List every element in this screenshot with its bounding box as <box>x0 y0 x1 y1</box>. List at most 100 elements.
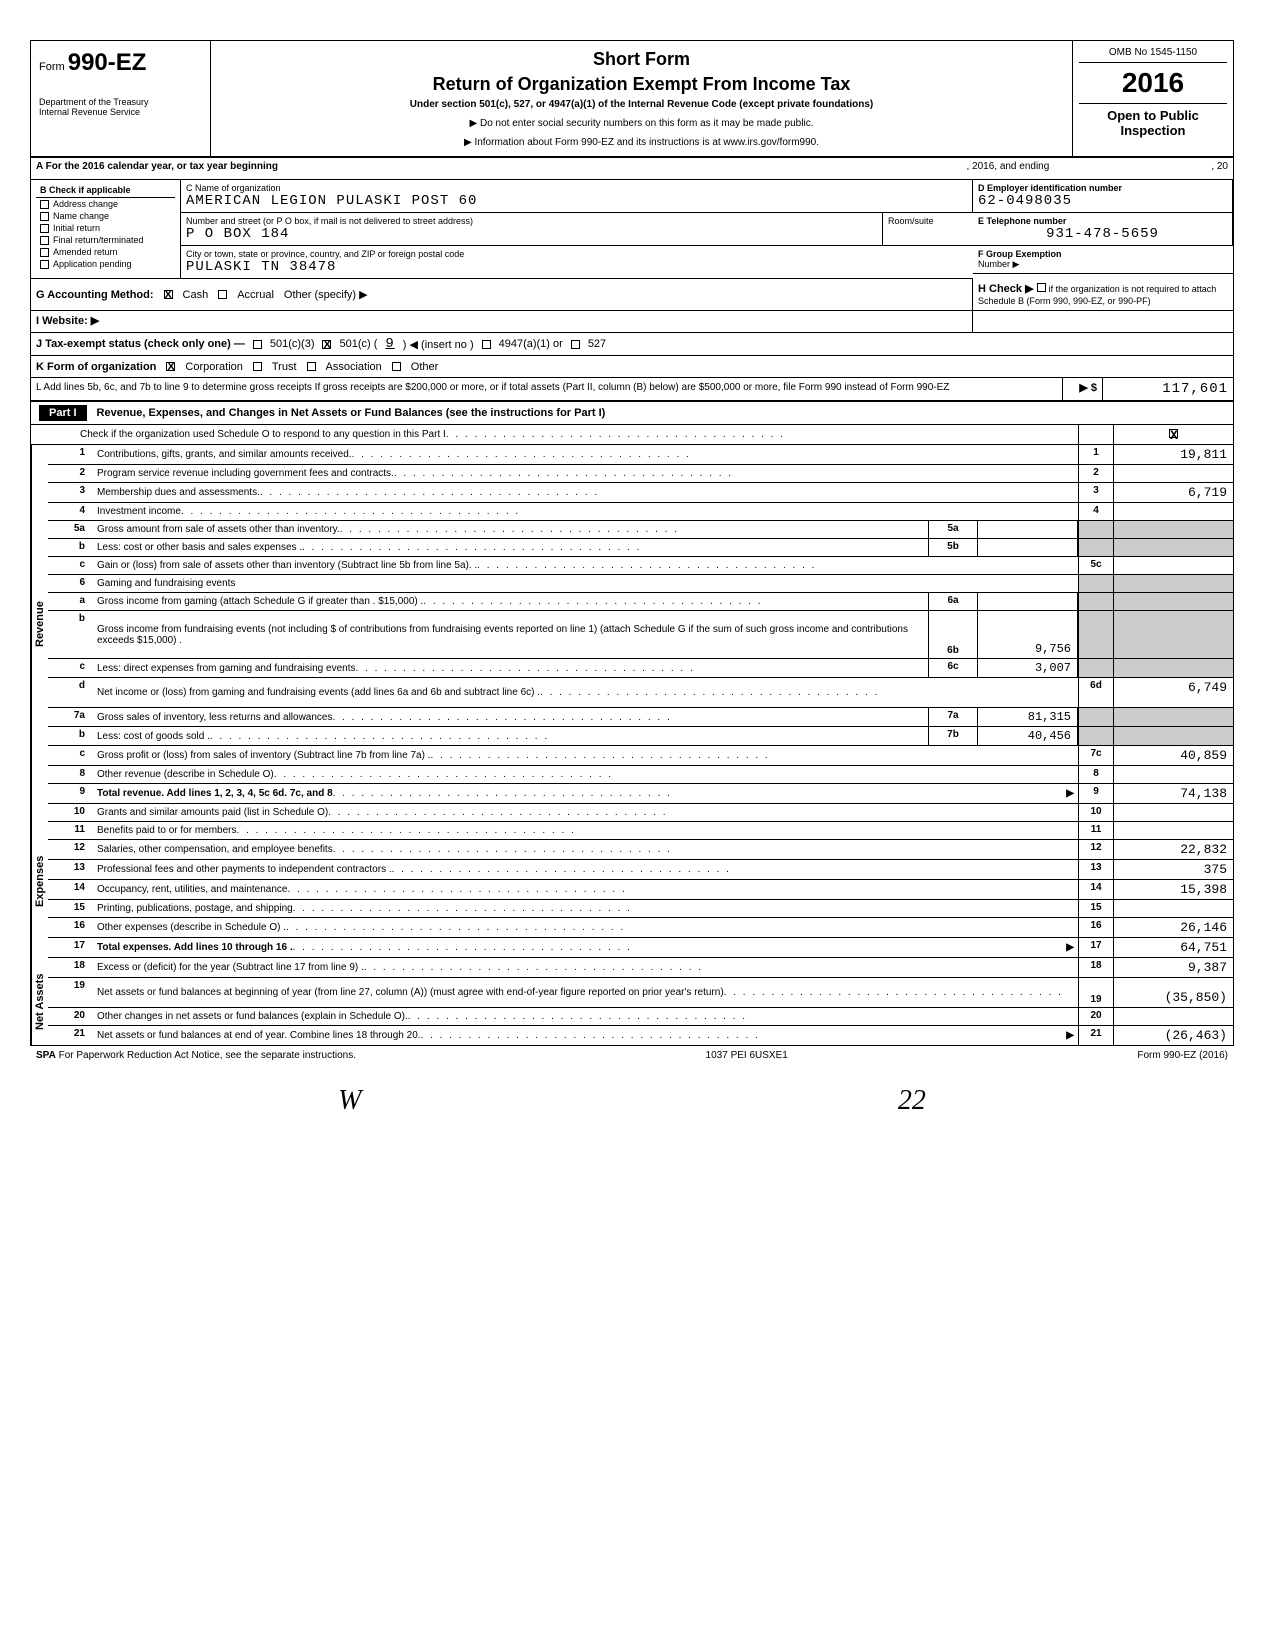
street-value: P O BOX 184 <box>186 226 877 242</box>
footer-row: SPA For Paperwork Reduction Act Notice, … <box>30 1046 1234 1065</box>
inspection: Inspection <box>1079 123 1227 138</box>
l-arrow: ▶ $ <box>1063 378 1103 400</box>
ival-5a <box>978 521 1078 538</box>
check-name[interactable] <box>40 212 49 221</box>
check-accrual[interactable] <box>218 290 227 299</box>
opt-501c: 501(c) ( <box>339 338 377 350</box>
line-12-desc: Salaries, other compensation, and employ… <box>97 844 333 855</box>
line-18-desc: Excess or (deficit) for the year (Subtra… <box>97 962 364 973</box>
check-4947[interactable] <box>482 340 491 349</box>
block-d-label: D Employer identification number <box>978 183 1227 193</box>
city-label: City or town, state or province, country… <box>186 249 968 259</box>
501c-num: 9 <box>385 336 394 352</box>
check-schedule-o[interactable] <box>1169 429 1178 438</box>
omb-number: OMB No 1545-1150 <box>1079 47 1227 63</box>
part1-label: Part I <box>39 405 87 421</box>
ival-6c: 3,007 <box>978 659 1078 677</box>
line-1-desc: Contributions, gifts, grants, and simila… <box>97 449 352 460</box>
form-prefix: Form <box>39 61 65 73</box>
side-revenue: Revenue <box>31 445 48 804</box>
part1-header: Part I Revenue, Expenses, and Changes in… <box>31 401 1233 425</box>
ival-6b: 9,756 <box>978 611 1078 658</box>
box-5b: 5b <box>928 539 978 556</box>
revenue-section: Revenue 1Contributions, gifts, grants, a… <box>31 445 1233 804</box>
check-527[interactable] <box>571 340 580 349</box>
line-10-desc: Grants and similar amounts paid (list in… <box>97 807 328 818</box>
line-5c-desc: Gain or (loss) from sale of assets other… <box>97 560 477 571</box>
line-7c-desc: Gross profit or (loss) from sales of inv… <box>97 750 430 761</box>
other-org-label: Other <box>411 361 439 373</box>
line-3-val: 6,719 <box>1113 483 1233 502</box>
footer-form-ref: Form 990-EZ (2016) <box>1137 1050 1228 1061</box>
ein-value: 62-0498035 <box>978 193 1227 209</box>
line-5a-desc: Gross amount from sale of assets other t… <box>97 524 340 535</box>
street-label: Number and street (or P O box, if mail i… <box>186 216 877 226</box>
g-label: G Accounting Method: <box>36 289 154 301</box>
check-schedule-b[interactable] <box>1037 283 1046 292</box>
check-final[interactable] <box>40 236 49 245</box>
line-7a-desc: Gross sales of inventory, less returns a… <box>97 712 332 723</box>
l-value: 117,601 <box>1103 378 1233 400</box>
check-pending[interactable] <box>40 260 49 269</box>
line-6a-desc: Gross income from gaming (attach Schedul… <box>97 596 423 607</box>
check-501c3[interactable] <box>253 340 262 349</box>
check-other-org[interactable] <box>392 362 401 371</box>
row-g: G Accounting Method: Cash Accrual Other … <box>31 279 1233 311</box>
dept: Department of the Treasury <box>39 97 202 107</box>
check-name-label: Name change <box>53 211 109 221</box>
block-c-label: C Name of organization <box>186 183 967 193</box>
line-16-val: 26,146 <box>1113 918 1233 937</box>
box-6c: 6c <box>928 659 978 677</box>
check-corp[interactable] <box>166 362 175 371</box>
check-501c[interactable] <box>322 340 331 349</box>
line-9-desc: Total revenue. Add lines 1, 2, 3, 4, 5c … <box>97 788 333 799</box>
corp-label: Corporation <box>185 361 242 373</box>
line-11-desc: Benefits paid to or for members <box>97 825 237 836</box>
opt-4947: 4947(a)(1) or <box>499 338 563 350</box>
line-14-desc: Occupancy, rent, utilities, and maintena… <box>97 884 287 895</box>
period-end: , 20 <box>1211 161 1228 176</box>
check-address[interactable] <box>40 200 49 209</box>
block-f-label: F Group Exemption <box>978 249 1228 259</box>
line-12-val: 22,832 <box>1113 840 1233 859</box>
tax-year: 2016 <box>1079 67 1227 99</box>
line-20-val <box>1113 1008 1233 1025</box>
line-6b-desc: Gross income from fundraising events (no… <box>97 624 924 646</box>
check-trust[interactable] <box>253 362 262 371</box>
row-i: I Website: ▶ <box>31 311 1233 333</box>
main-title: Return of Organization Exempt From Incom… <box>219 74 1064 95</box>
opt-527: 527 <box>588 338 606 350</box>
footer-paperwork: For Paperwork Reduction Act Notice, see … <box>59 1050 356 1061</box>
line-5b-desc: Less: cost or other basis and sales expe… <box>97 542 302 553</box>
org-name: AMERICAN LEGION PULASKI POST 60 <box>186 193 967 209</box>
period-a: A For the 2016 calendar year, or tax yea… <box>36 161 278 176</box>
line-6d-val: 6,749 <box>1113 678 1233 707</box>
net-assets-section: Net Assets 18Excess or (deficit) for the… <box>31 958 1233 1045</box>
line-2-val <box>1113 465 1233 482</box>
line-19-val: (35,850) <box>1113 978 1233 1007</box>
short-form: Short Form <box>219 49 1064 70</box>
line-20-desc: Other changes in net assets or fund bala… <box>97 1011 408 1022</box>
irs: Internal Revenue Service <box>39 107 202 117</box>
check-amended[interactable] <box>40 248 49 257</box>
line-6d-desc: Net income or (loss) from gaming and fun… <box>97 687 540 698</box>
h-label: H Check ▶ <box>978 283 1034 295</box>
form-number: 990-EZ <box>68 49 147 76</box>
line-6c-desc: Less: direct expenses from gaming and fu… <box>97 663 355 674</box>
open-public: Open to Public <box>1079 108 1227 123</box>
line-1-val: 19,811 <box>1113 445 1233 464</box>
line-8-val <box>1113 766 1233 783</box>
check-cash[interactable] <box>164 290 173 299</box>
check-pending-label: Application pending <box>53 259 132 269</box>
cash-label: Cash <box>183 289 209 301</box>
check-assoc[interactable] <box>307 362 316 371</box>
assoc-label: Association <box>326 361 382 373</box>
check-o-text: Check if the organization used Schedule … <box>80 429 446 440</box>
check-initial[interactable] <box>40 224 49 233</box>
line-11-val <box>1113 822 1233 839</box>
trust-label: Trust <box>272 361 297 373</box>
line-8-desc: Other revenue (describe in Schedule O) <box>97 769 274 780</box>
line-4-val <box>1113 503 1233 520</box>
box-7b: 7b <box>928 727 978 745</box>
omb-box: OMB No 1545-1150 2016 Open to Public Ins… <box>1073 41 1233 156</box>
